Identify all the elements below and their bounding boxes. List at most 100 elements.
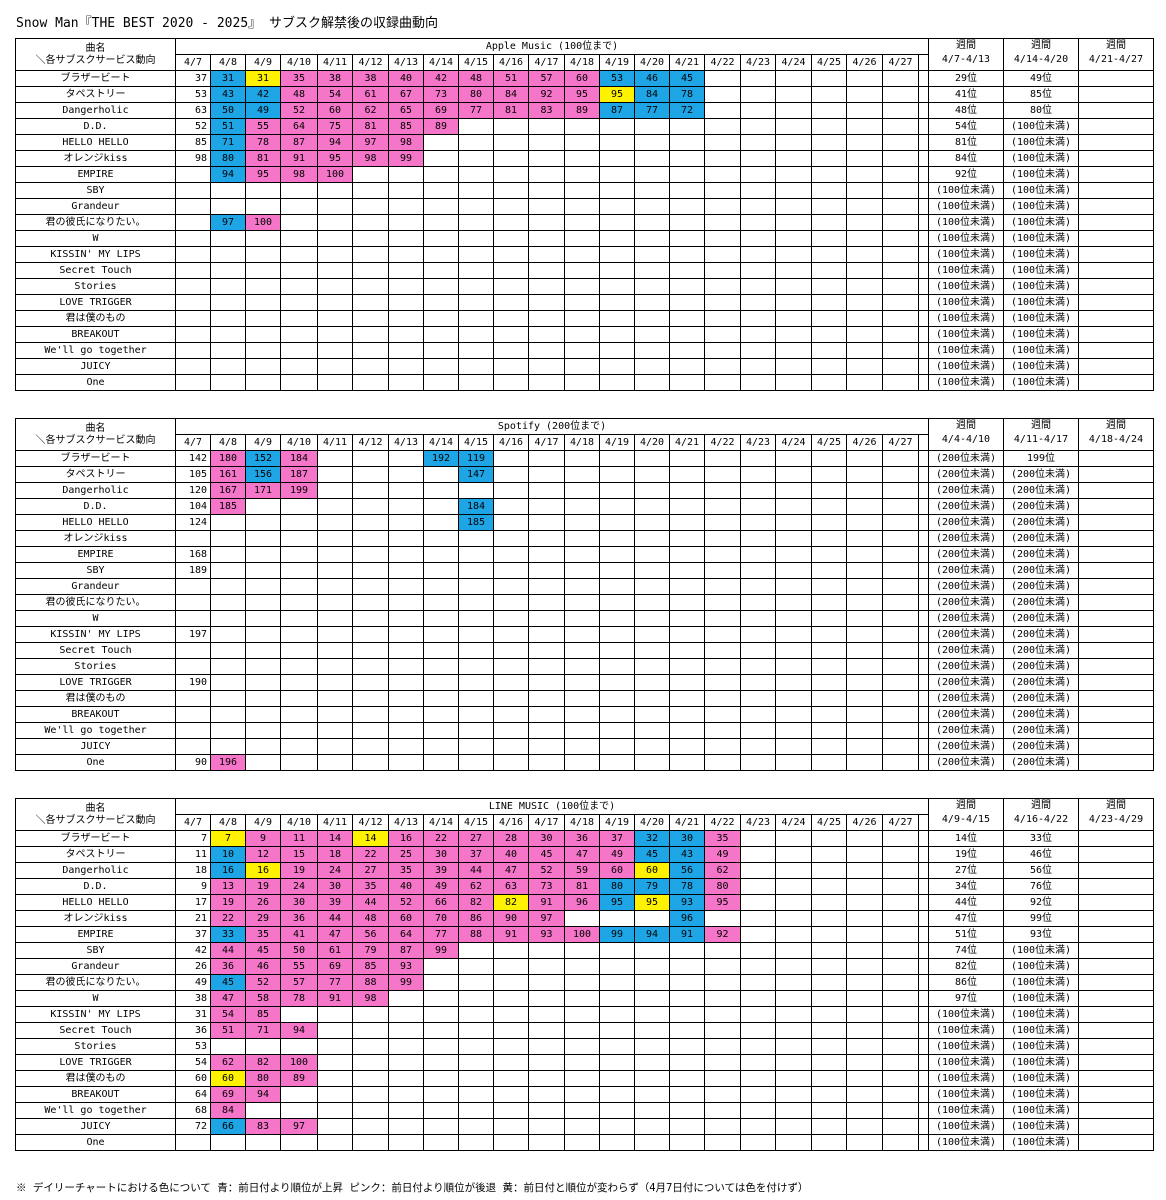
rank-cell xyxy=(493,674,529,691)
rank-cell xyxy=(423,722,459,739)
weekly-rank-cell: (100位未満) xyxy=(1003,1102,1079,1119)
rank-cell xyxy=(280,690,318,707)
rank-cell xyxy=(775,990,812,1007)
rank-cell xyxy=(740,134,776,151)
rank-cell: 39 xyxy=(317,894,353,911)
rank-cell xyxy=(599,374,635,391)
spacer-cell xyxy=(918,150,929,167)
rank-cell xyxy=(458,150,494,167)
rank-cell: 47 xyxy=(564,846,600,863)
weekly-rank-cell: (100位未満) xyxy=(928,262,1004,279)
spacer-cell xyxy=(918,738,929,755)
song-title: 君は僕のもの xyxy=(15,1070,176,1087)
rank-cell xyxy=(811,466,847,483)
rank-cell xyxy=(245,706,281,723)
rank-cell xyxy=(599,610,635,627)
weekly-rank-cell xyxy=(1078,326,1154,343)
rank-cell xyxy=(669,182,705,199)
rank-cell xyxy=(811,990,847,1007)
rank-cell xyxy=(634,658,670,675)
rank-cell xyxy=(423,578,459,595)
rank-cell xyxy=(352,690,389,707)
weekly-rank-cell: (200位未満) xyxy=(928,754,1004,771)
rank-cell xyxy=(811,150,847,167)
weekly-rank-cell xyxy=(1078,70,1154,87)
rank-cell: 65 xyxy=(388,102,424,119)
weekly-rank-cell: (100位未満) xyxy=(1003,118,1079,135)
song-title: LOVE TRIGGER xyxy=(15,674,176,691)
rank-cell xyxy=(458,610,494,627)
rank-cell xyxy=(775,326,812,343)
rank-cell xyxy=(740,262,776,279)
weekly-rank-cell xyxy=(1078,1086,1154,1103)
rank-cell: 97 xyxy=(352,134,389,151)
rank-cell xyxy=(352,1118,389,1135)
rank-cell xyxy=(775,562,812,579)
rank-cell xyxy=(317,326,353,343)
rank-cell xyxy=(352,514,389,531)
rank-cell: 88 xyxy=(458,926,494,943)
rank-cell xyxy=(564,610,600,627)
weekly-label: 週間 xyxy=(1031,40,1051,51)
rank-cell xyxy=(634,754,670,771)
rank-cell xyxy=(634,166,670,183)
rank-cell xyxy=(388,450,424,467)
weekly-rank-cell: (100位未満) xyxy=(928,1086,1004,1103)
rank-cell xyxy=(388,514,424,531)
rank-cell xyxy=(704,118,741,135)
rank-cell: 18 xyxy=(317,846,353,863)
rank-cell xyxy=(775,262,812,279)
rank-cell xyxy=(704,1038,741,1055)
table-row: JUICY (100位未満) (100位未満) xyxy=(15,358,1154,375)
rank-cell xyxy=(634,722,670,739)
rank-cell: 86 xyxy=(458,910,494,927)
rank-cell xyxy=(882,1006,919,1023)
rank-cell xyxy=(528,1054,565,1071)
rank-cell xyxy=(740,658,776,675)
weekly-rank-cell: (200位未満) xyxy=(928,530,1004,547)
spacer-cell xyxy=(918,70,929,87)
spacer-cell xyxy=(918,230,929,247)
rank-cell xyxy=(423,514,459,531)
rank-cell xyxy=(388,626,424,643)
rank-cell: 84 xyxy=(210,1102,246,1119)
rank-cell xyxy=(493,1054,529,1071)
rank-cell: 81 xyxy=(352,118,389,135)
rank-cell xyxy=(740,1118,776,1135)
date-header: 4/19 xyxy=(599,814,635,831)
weekly-rank-cell xyxy=(1078,674,1154,691)
rank-cell xyxy=(175,642,211,659)
table-row: Secret Touch (100位未満) (100位未満) xyxy=(15,262,1154,279)
rank-cell: 94 xyxy=(210,166,246,183)
weekly-rank-cell xyxy=(1078,358,1154,375)
rank-cell xyxy=(669,358,705,375)
rank-cell: 88 xyxy=(352,974,389,991)
song-title: One xyxy=(15,754,176,771)
rank-cell: 36 xyxy=(175,1022,211,1039)
rank-cell: 99 xyxy=(388,150,424,167)
weekly-rank-cell: (200位未満) xyxy=(928,722,1004,739)
rank-cell xyxy=(669,246,705,263)
rank-cell xyxy=(245,674,281,691)
rank-cell xyxy=(704,754,741,771)
rank-cell xyxy=(564,246,600,263)
rank-cell xyxy=(882,1086,919,1103)
rank-cell xyxy=(352,1086,389,1103)
rank-cell xyxy=(775,942,812,959)
rank-cell xyxy=(846,1102,883,1119)
rank-cell xyxy=(388,546,424,563)
weekly-rank-cell: (200位未満) xyxy=(1003,626,1079,643)
rank-cell xyxy=(280,562,318,579)
rank-cell xyxy=(634,1038,670,1055)
rank-cell xyxy=(740,1038,776,1055)
rank-cell xyxy=(528,1038,565,1055)
rank-cell: 43 xyxy=(669,846,705,863)
song-title: BREAKOUT xyxy=(15,1086,176,1103)
rank-cell xyxy=(599,450,635,467)
weekly-rank-cell: (100位未満) xyxy=(1003,214,1079,231)
rank-cell xyxy=(317,246,353,263)
rank-cell xyxy=(846,1118,883,1135)
rank-cell xyxy=(846,230,883,247)
rank-cell xyxy=(669,626,705,643)
rank-cell: 31 xyxy=(175,1006,211,1023)
